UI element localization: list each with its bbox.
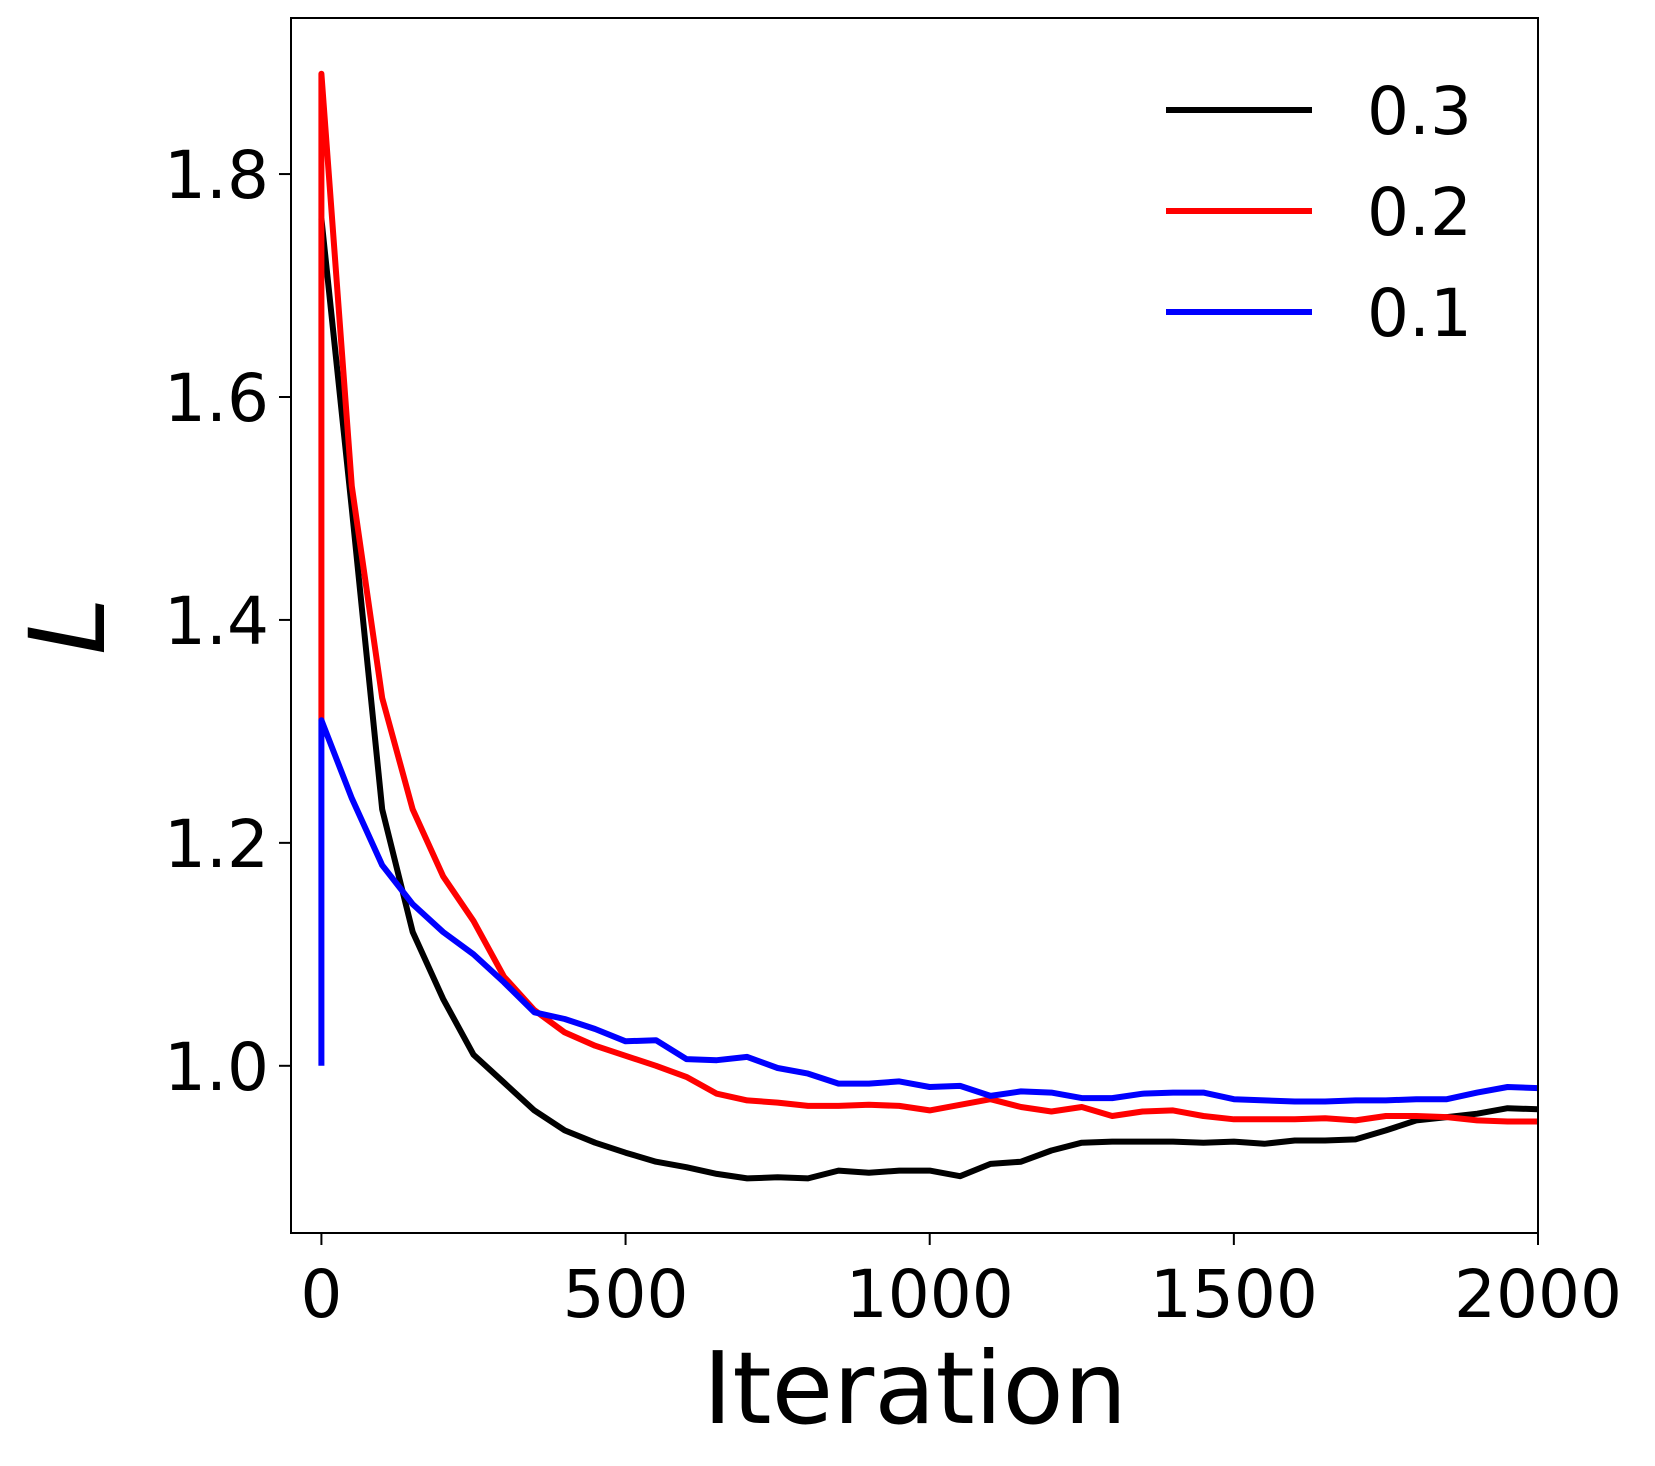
series-line-0.2	[318, 70, 1538, 1125]
x-tick-label: 0	[300, 1256, 342, 1333]
y-tick-label: 1.6	[164, 360, 269, 437]
plot-frame	[290, 17, 1539, 1234]
legend-label-0.3: 0.3	[1367, 73, 1472, 150]
x-axis-title: Iteration	[703, 1330, 1127, 1447]
x-axis: 0 500 1000 1500 2000	[300, 1233, 1622, 1333]
x-tick-label: 1000	[846, 1256, 1014, 1333]
x-tick-label: 1500	[1150, 1256, 1318, 1333]
legend-label-0.2: 0.2	[1367, 174, 1472, 251]
y-axis-title: L	[7, 597, 129, 655]
series-layer	[318, 70, 1539, 1182]
legend-label-0.1: 0.1	[1367, 275, 1472, 352]
y-tick-label: 1.8	[164, 137, 269, 214]
series-line-0.3	[318, 218, 1539, 1182]
legend: 0.3 0.2 0.1	[1166, 73, 1472, 352]
x-tick-label: 2000	[1454, 1256, 1622, 1333]
y-tick-label: 1.0	[164, 1029, 269, 1106]
y-axis: 1.0 1.2 1.4 1.6 1.8	[164, 137, 291, 1106]
series-line-0.1	[318, 717, 1539, 1105]
x-tick-label: 500	[563, 1256, 689, 1333]
y-tick-label: 1.2	[164, 806, 269, 883]
y-tick-label: 1.4	[164, 583, 269, 660]
